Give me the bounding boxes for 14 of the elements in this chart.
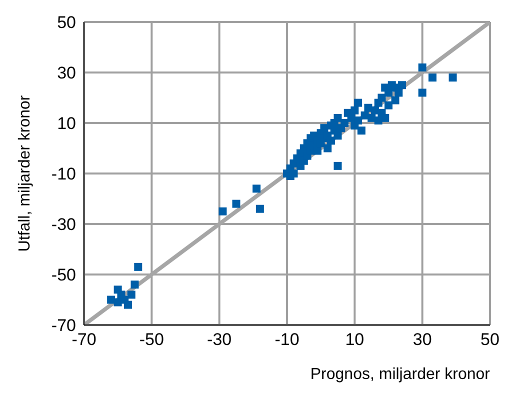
x-tick-label: -10 — [274, 330, 300, 350]
y-tick-label: -50 — [51, 266, 76, 285]
y-tick-label: 10 — [57, 114, 76, 134]
x-tick-label: -30 — [207, 330, 232, 350]
y-tick-label: -30 — [51, 215, 76, 234]
x-tick-label: 50 — [480, 330, 500, 350]
y-axis-title: Utfall, miljarder kronor — [16, 94, 34, 252]
x-tick-label: 30 — [412, 330, 432, 350]
x-axis-title: Prognos, miljarder kronor — [310, 366, 491, 383]
y-tick-label: 30 — [57, 64, 76, 83]
y-tick-label: 50 — [57, 13, 76, 32]
y-tick-label: -10 — [51, 164, 76, 184]
x-tick-label: -50 — [139, 330, 164, 350]
x-tick-label: 10 — [345, 330, 364, 350]
